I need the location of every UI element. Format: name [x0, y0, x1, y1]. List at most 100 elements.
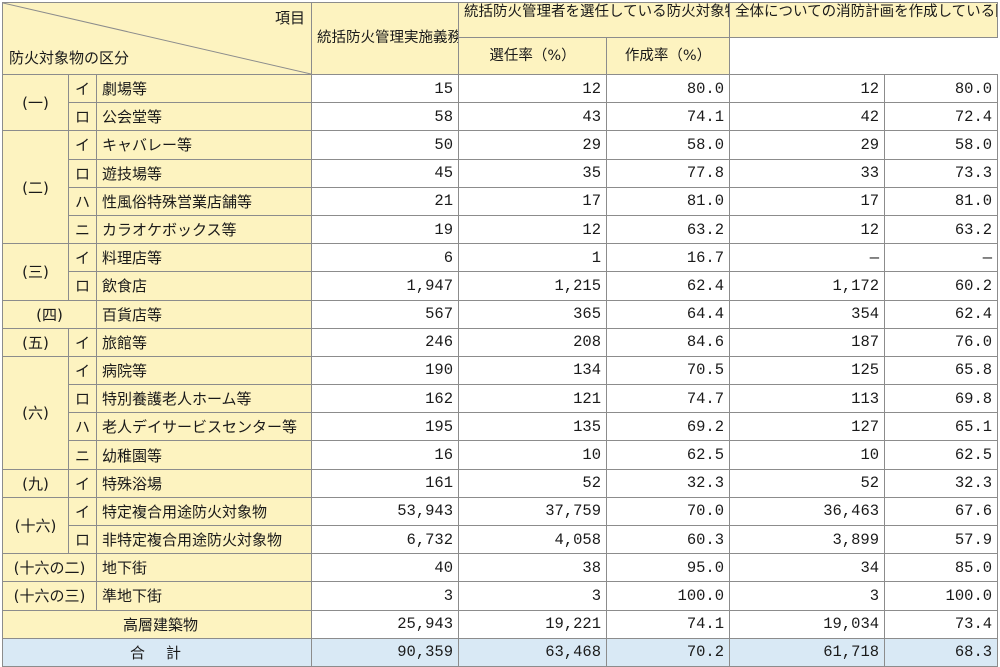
total-value-v3: 70.2 [606, 637, 731, 667]
value-cell-v1: 162 [311, 384, 460, 414]
value-cell-v3: 58.0 [606, 130, 731, 160]
value-cell-v2: 12 [458, 214, 608, 245]
category-name-cell: 飲食店 [95, 271, 313, 301]
total-row: 合 計 90,359 63,468 70.2 61,718 68.3 [1, 637, 999, 667]
value-cell-v3: 32.3 [606, 468, 731, 498]
value-cell-v2: 19,221 [458, 609, 608, 639]
value-cell-v1: 25,943 [311, 609, 460, 639]
value-cell-v1: 6,732 [311, 524, 460, 555]
value-cell-v5: 58.0 [884, 130, 999, 160]
category-sub-cell: ロ [68, 524, 97, 555]
value-cell-v4: 12 [729, 73, 886, 104]
value-cell-v4: — [729, 243, 886, 273]
category-major-cell: (六) [2, 355, 69, 470]
value-cell-v1: 21 [311, 186, 460, 216]
value-cell-v2: 43 [458, 102, 608, 132]
value-cell-v4: 3,899 [729, 524, 886, 555]
category-sub-cell: ロ [68, 271, 97, 301]
value-cell-v5: 32.3 [884, 468, 999, 498]
category-sub-cell: イ [68, 130, 97, 160]
table-row: (二) イキャバレー等 50 29 58.0 29 58.0 [2, 130, 999, 245]
category-name-cell: 地下街 [95, 553, 313, 583]
category-major-cell: (九) [2, 468, 69, 498]
table-row: (十六) イ特定複合用途防火対象物 53,943 37,759 70.0 36,463 67… [2, 496, 999, 555]
value-cell-v4: 10 [729, 440, 886, 470]
value-cell-v4: 187 [729, 327, 886, 357]
category-sub-cell: イ [68, 327, 97, 357]
category-major-cell: (十六) [2, 496, 69, 555]
category-name-cell: 準地下街 [95, 581, 313, 611]
value-cell-v5: 80.0 [884, 73, 999, 104]
value-cell-v2: 135 [458, 412, 608, 442]
category-major-cell: (三) [2, 243, 69, 301]
table-row: (十六の二) 地下街 40 38 95.0 34 85.0 [2, 553, 999, 583]
value-cell-v2: 121 [458, 384, 608, 414]
value-cell-v5: 63.2 [884, 214, 999, 245]
value-cell-v5: 81.0 [884, 186, 999, 216]
value-cell-v5: 76.0 [884, 327, 999, 357]
value-cell-v3: 70.5 [606, 355, 731, 386]
value-cell-v3: 70.0 [606, 496, 731, 527]
value-cell-v1: 45 [311, 158, 460, 188]
category-name-cell: 非特定複合用途防火対象物 [95, 524, 313, 555]
table-row: 高層建築物 25,943 19,221 74.1 19,034 73.4 [1, 609, 999, 639]
category-sub-cell: イ [68, 355, 97, 386]
category-name-cell: 特殊浴場 [95, 468, 313, 498]
value-cell-v2: 365 [458, 299, 608, 329]
table-row: (九) イ特殊浴場 161 52 32.3 52 32.3 [2, 468, 999, 498]
category-sub-cell: イ [68, 73, 97, 104]
category-sub-cell: ニ [68, 440, 97, 470]
value-cell-v4: 29 [729, 130, 886, 160]
table-row: ニカラオケボックス等 19 12 63.2 12 63.2 [3, 214, 999, 245]
value-cell-v3: 60.3 [606, 524, 731, 555]
table-row: (六) イ病院等 190 134 70.5 125 65.8 [2, 355, 999, 470]
value-cell-v3: 16.7 [606, 243, 731, 273]
category-name-cell: 遊技場等 [95, 158, 313, 188]
value-cell-v1: 3 [311, 581, 460, 611]
value-cell-v3: 77.8 [606, 158, 731, 188]
category-major-cell: (五) [2, 327, 69, 357]
value-cell-v5: 62.4 [884, 299, 999, 329]
category-name-cell: 幼稚園等 [95, 440, 313, 470]
value-cell-v3: 100.0 [606, 581, 731, 611]
value-cell-v2: 1,215 [458, 271, 608, 301]
value-cell-v4: 12 [729, 214, 886, 245]
category-name-cell: 老人デイサービスセンター等 [95, 412, 313, 442]
category-name-cell: 性風俗特殊営業店舗等 [95, 186, 313, 216]
value-cell-v2: 12 [458, 73, 608, 104]
table-row: ニ幼稚園等 16 10 62.5 10 62.5 [3, 440, 999, 470]
category-sub-cell: イ [68, 243, 97, 273]
value-cell-v1: 6 [311, 243, 460, 273]
category-sub-cell: ロ [68, 102, 97, 132]
value-cell-v2: 4,058 [458, 524, 608, 555]
value-cell-v3: 74.1 [606, 102, 731, 132]
category-sub-cell: ハ [68, 412, 97, 442]
table-row: (五) イ旅館等 246 208 84.6 187 76.0 [2, 327, 999, 357]
value-cell-v3: 63.2 [606, 214, 731, 245]
category-name-cell: 劇場等 [95, 73, 313, 104]
value-cell-v5: 100.0 [884, 581, 999, 611]
header-col3: 選任率（%） [458, 37, 608, 75]
table-row: (三) イ料理店等 6 1 16.7— — [2, 243, 999, 301]
category-sub-cell: イ [68, 496, 97, 527]
value-cell-v5: 65.1 [884, 412, 999, 442]
value-cell-v4: 1,172 [729, 271, 886, 301]
category-name-cell: 料理店等 [95, 243, 313, 273]
category-name-cell: キャバレー等 [95, 130, 313, 160]
category-major-cell: (十六の二) [2, 553, 97, 583]
value-cell-v2: 52 [458, 468, 608, 498]
category-sub-cell: ハ [68, 186, 97, 216]
table-row: (十六の三) 準地下街 3 3 100.0 3 100.0 [2, 581, 999, 611]
total-value-v5: 68.3 [884, 637, 999, 667]
category-name-cell: カラオケボックス等 [95, 214, 313, 245]
value-cell-v4: 354 [729, 299, 886, 329]
category-name-cell: 病院等 [95, 355, 313, 386]
value-cell-v5: 85.0 [884, 553, 999, 583]
table-row: ハ性風俗特殊営業店舗等 21 17 81.0 17 81.0 [3, 186, 999, 216]
value-cell-v2: 17 [458, 186, 608, 216]
value-cell-v4: 113 [729, 384, 886, 414]
value-cell-v1: 53,943 [311, 496, 460, 527]
value-cell-v3: 64.4 [606, 299, 731, 329]
value-cell-v4: 36,463 [729, 496, 886, 527]
value-cell-v3: 95.0 [606, 553, 731, 583]
